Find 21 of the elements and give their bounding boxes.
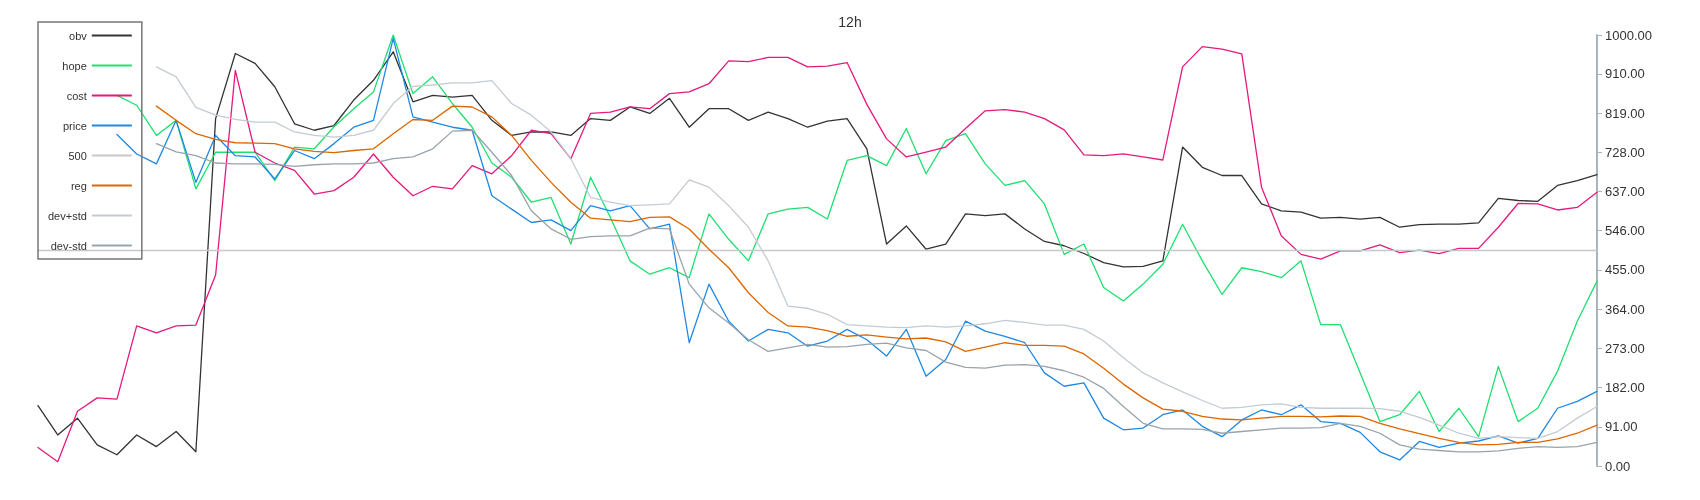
- legend-label: obv: [69, 29, 88, 42]
- legend-label: dev-std: [50, 239, 87, 252]
- y-tick-label: 728.00: [1605, 144, 1645, 160]
- legend-label: 500: [68, 149, 87, 162]
- y-tick-label: 91.00: [1605, 419, 1638, 435]
- y-tick-label: 455.00: [1605, 262, 1645, 278]
- legend-label: reg: [70, 179, 87, 192]
- legend-label: hope: [62, 59, 87, 72]
- y-tick-label: 364.00: [1605, 301, 1645, 317]
- legend-label: price: [62, 119, 87, 132]
- y-tick-label: 0.00: [1605, 458, 1631, 474]
- y-tick-label: 819.00: [1605, 105, 1645, 121]
- y-tick-label: 637.00: [1605, 183, 1645, 199]
- chart-title: 12h: [838, 14, 862, 30]
- legend-label: dev+std: [47, 209, 87, 222]
- y-tick-label: 910.00: [1605, 66, 1645, 82]
- y-tick-label: 182.00: [1605, 380, 1645, 396]
- y-tick-label: 1000.00: [1605, 27, 1652, 43]
- legend-label: cost: [66, 89, 87, 102]
- y-tick-label: 546.00: [1605, 223, 1645, 239]
- y-tick-label: 273.00: [1605, 340, 1645, 356]
